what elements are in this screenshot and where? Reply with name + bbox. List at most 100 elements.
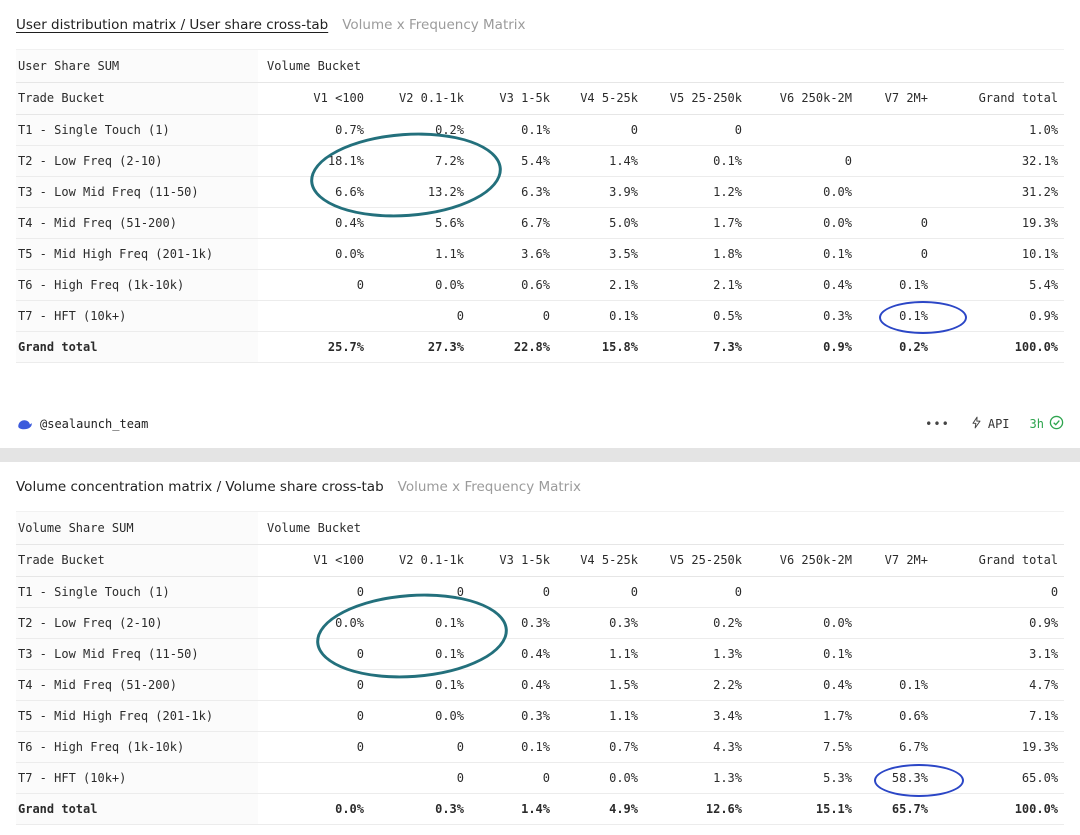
matrix-cell: 0.1% [858,300,934,332]
matrix-cell: 22.8% [470,331,556,363]
matrix-cell: 0.3% [470,700,556,732]
matrix-cell: 19.3% [934,207,1065,239]
table-row: T7 - HFT (10k+) 0 0 0.1% 0.5% 0.3% 0.1% 0.9% [16,300,1065,332]
matrix-cell: 5.0% [556,207,644,239]
matrix-cell: 1.4% [470,793,556,825]
table-row: T1 - Single Touch (1) 0 0 0 0 0 0 [16,576,1065,608]
matrix-cell: 0.1% [644,145,748,177]
card-header: Volume concentration matrix / Volume sha… [16,462,1064,512]
matrix-cell: 0.0% [370,269,470,301]
matrix-cell: 13.2% [370,176,470,208]
matrix-cell: 0.0% [370,700,470,732]
matrix-cell: 1.1% [556,638,644,670]
matrix-cell: 10.1% [934,238,1065,270]
table-row: T4 - Mid Freq (51-200) 0 0.1% 0.4% 1.5% 2.2% 0… [16,669,1065,701]
matrix-cell: 0 [644,114,748,146]
matrix-cell [748,576,858,608]
matrix-cell: 3.5% [556,238,644,270]
matrix-cell: 0 [370,731,470,763]
matrix-cell: 0 [748,145,858,177]
author-handle: @sealaunch_team [40,417,149,431]
check-circle-icon [1049,415,1064,434]
matrix-cell: 18.1% [258,145,370,177]
row-label: T3 - Low Mid Freq (11-50) [16,638,258,670]
table-row: T6 - High Freq (1k-10k) 0 0.0% 0.6% 2.1% 2.1%… [16,269,1065,301]
card-subtitle: Volume x Frequency Matrix [397,478,581,495]
matrix-cell: 0.0% [748,176,858,208]
matrix-cell: 0.2% [644,607,748,639]
matrix-cell: 0.3% [470,607,556,639]
matrix-cell [858,638,934,670]
columns-row: Trade Bucket V1 <100 V2 0.1-1k V3 1-5k V4 5… [16,82,1065,115]
matrix-cell [258,300,370,332]
matrix-cell: 65.7% [858,793,934,825]
volume-share-matrix-table: Volume Share SUM Volume Bucket Trade Buc… [16,512,1065,825]
volume-share-matrix-panel: Volume concentration matrix / Volume sha… [0,462,1080,835]
matrix-cell: 0.4% [470,638,556,670]
matrix-cell: 0 [858,207,934,239]
column-header: V6 250k-2M [748,82,858,115]
card-title[interactable]: User distribution matrix / User share cr… [16,16,329,33]
column-header: Grand total [934,544,1065,577]
author-link[interactable]: @sealaunch_team [16,416,148,433]
column-header: V4 5-25k [556,82,644,115]
table-row: T5 - Mid High Freq (201-1k) 0.0% 1.1% 3.6% 3… [16,238,1065,270]
matrix-cell: 0.2% [370,114,470,146]
matrix-cell: 5.4% [934,269,1065,301]
user-share-matrix-panel: User distribution matrix / User share cr… [0,0,1080,448]
matrix-cell: 6.6% [258,176,370,208]
matrix-cell [258,762,370,794]
row-label: T3 - Low Mid Freq (11-50) [16,176,258,208]
matrix-cell: 5.6% [370,207,470,239]
matrix-cell [858,145,934,177]
card-footer: @sealaunch_team ••• API 3h [16,408,1064,448]
column-header: V5 25-250k [644,82,748,115]
metric-label: Volume Share SUM [16,512,258,545]
matrix-cell: 15.1% [748,793,858,825]
matrix-cell: 2.1% [644,269,748,301]
matrix-cell: 1.0% [934,114,1065,146]
column-header: Grand total [934,82,1065,115]
table-row: T5 - Mid High Freq (201-1k) 0 0.0% 0.3% 1.1%… [16,700,1065,732]
column-header: V6 250k-2M [748,544,858,577]
matrix-cell: 0.1% [556,300,644,332]
matrix-cell: 0 [370,762,470,794]
refresh-status[interactable]: 3h [1030,415,1064,434]
row-label: T1 - Single Touch (1) [16,114,258,146]
matrix-cell: 1.2% [644,176,748,208]
matrix-cell: 0 [644,576,748,608]
matrix-cell: 0.9% [934,300,1065,332]
matrix-cell: 0 [470,576,556,608]
columns-row: Trade Bucket V1 <100 V2 0.1-1k V3 1-5k V4 5… [16,544,1065,577]
card-title[interactable]: Volume concentration matrix / Volume sha… [16,478,384,495]
matrix-cell: 5.4% [470,145,556,177]
api-button[interactable]: API [970,416,1010,432]
matrix-cell: 0.3% [748,300,858,332]
column-header: V7 2M+ [858,82,934,115]
matrix-cell: 0.4% [748,669,858,701]
refresh-age: 3h [1029,417,1044,431]
matrix-cell: 0.1% [370,669,470,701]
matrix-cell: 0.9% [934,607,1065,639]
matrix-cell: 0.0% [258,238,370,270]
matrix-cell [748,114,858,146]
matrix-cell: 0 [258,638,370,670]
matrix-cell: 3.1% [934,638,1065,670]
metric-header-row: User Share SUM Volume Bucket [16,50,1065,83]
matrix-cell: 58.3% [858,762,934,794]
table-row: T3 - Low Mid Freq (11-50) 0 0.1% 0.4% 1.1% 1.… [16,638,1065,670]
matrix-cell: 6.7% [858,731,934,763]
row-label: T4 - Mid Freq (51-200) [16,207,258,239]
matrix-cell: 1.4% [556,145,644,177]
matrix-cell: 7.5% [748,731,858,763]
matrix-cell: 5.3% [748,762,858,794]
matrix-cell: 3.6% [470,238,556,270]
matrix-cell: 0 [370,300,470,332]
matrix-cell: 1.3% [644,638,748,670]
column-header: V1 <100 [258,82,370,115]
matrix-cell: 65.0% [934,762,1065,794]
whale-logo-icon [16,416,33,433]
row-label: T2 - Low Freq (2-10) [16,145,258,177]
more-options-button[interactable]: ••• [925,417,950,431]
matrix-cell: 0.1% [370,638,470,670]
